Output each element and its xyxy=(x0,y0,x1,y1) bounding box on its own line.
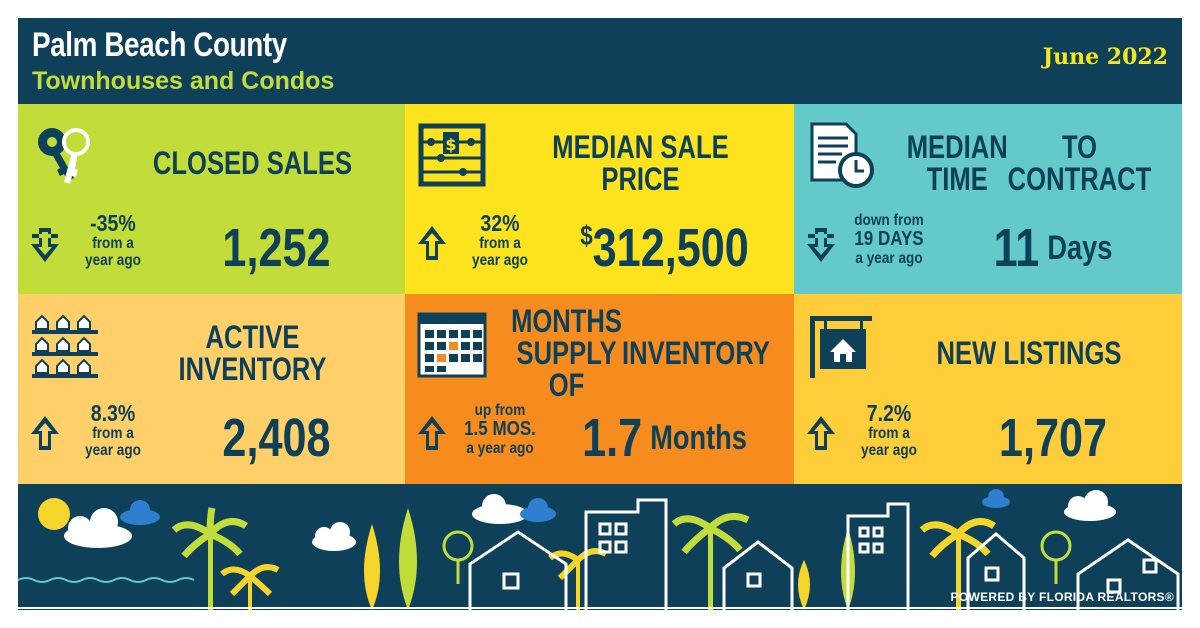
report-date: June 2022 xyxy=(1042,44,1168,70)
abacus-icon: $ xyxy=(418,123,486,187)
page-subtitle: Townhouses and Condos xyxy=(32,67,335,95)
house-icon xyxy=(1076,538,1180,610)
arrow-up-icon xyxy=(31,416,59,450)
house-icon xyxy=(722,540,794,610)
building-icon xyxy=(584,498,668,610)
palm-tree-icon xyxy=(171,507,248,610)
house-icon xyxy=(966,532,1026,610)
palm-tree-icon xyxy=(220,564,280,610)
change-text: up from 1.5 MOS. a year ago xyxy=(464,402,536,457)
sun-icon xyxy=(38,498,70,530)
change-text: -35% from a year ago xyxy=(85,210,141,270)
cloud-icon xyxy=(1064,490,1116,521)
cityscape-illustration: POWERED BY FLORIDA REALTORS® xyxy=(18,484,1182,610)
palm-tree-icon xyxy=(919,518,996,610)
tile-label: MONTHS SUPPLY OF INVENTORY xyxy=(511,303,770,403)
metric-value: 1.7 Months xyxy=(582,408,747,468)
cloud-icon xyxy=(64,508,132,548)
document-clock-icon xyxy=(810,122,874,188)
svg-text:$: $ xyxy=(445,135,456,154)
tree-icon xyxy=(1040,530,1072,584)
building-icon xyxy=(846,502,910,610)
houses-rows-icon xyxy=(32,314,98,378)
calendar-icon xyxy=(417,312,487,378)
tile-active-inventory: ACTIVE INVENTORY 8.3% from a year ago 2,… xyxy=(18,294,405,484)
tile-label: ACTIVE INVENTORY xyxy=(178,319,327,387)
tree-icon xyxy=(798,560,810,610)
currency-symbol: $ xyxy=(580,220,593,251)
tree-icon xyxy=(364,524,380,610)
metric-value: 1,252 xyxy=(222,218,331,278)
tree-icon xyxy=(442,530,474,584)
arrow-up-icon xyxy=(418,416,446,450)
cloud-icon xyxy=(472,494,528,524)
cloud-icon xyxy=(982,489,1010,508)
tile-median-sale-price: $ MEDIAN SALE PRICE 32% from a year ago … xyxy=(405,104,794,294)
cloud-icon xyxy=(120,500,160,525)
keys-icon xyxy=(38,128,90,184)
change-text: 32% from a year ago xyxy=(472,210,528,270)
change-text: 7.2% from a year ago xyxy=(861,400,917,460)
palm-tree-icon xyxy=(671,512,750,610)
page-title: Palm Beach County xyxy=(32,26,287,64)
tile-label: MEDIAN SALE PRICE xyxy=(552,129,729,197)
tile-label: CLOSED SALES xyxy=(152,145,353,181)
metric-value: 1,707 xyxy=(998,408,1108,468)
arrow-down-icon xyxy=(31,228,59,262)
arrow-up-icon xyxy=(807,416,835,450)
tile-label: MEDIAN TIME TO CONTRACT xyxy=(906,129,1152,197)
cloud-icon xyxy=(520,498,556,522)
metric-value: 11 Days xyxy=(993,218,1113,278)
metric-value: $312,500 xyxy=(580,218,749,278)
header: Palm Beach County Townhouses and Condos … xyxy=(18,18,1182,104)
tile-months-supply: MONTHS SUPPLY OF INVENTORY up from 1.5 MO… xyxy=(405,294,794,484)
tree-icon xyxy=(399,508,417,610)
powered-by-label: POWERED BY FLORIDA REALTORS® xyxy=(950,590,1174,604)
tile-closed-sales: CLOSED SALES -35% from a year ago 1,252 xyxy=(18,104,405,294)
arrow-up-icon xyxy=(418,226,446,260)
change-text: 8.3% from a year ago xyxy=(85,400,141,460)
cloud-icon xyxy=(312,522,356,551)
tile-new-listings: NEW LISTINGS 7.2% from a year ago 1,707 xyxy=(794,294,1182,484)
house-icon xyxy=(468,530,568,610)
house-sign-icon xyxy=(810,316,872,378)
change-text: down from 19 DAYS a year ago xyxy=(854,212,924,267)
metric-value: 2,408 xyxy=(222,408,331,468)
tile-label: NEW LISTINGS xyxy=(936,335,1122,371)
arrow-down-icon xyxy=(807,228,835,262)
infographic-frame: Palm Beach County Townhouses and Condos … xyxy=(18,18,1182,610)
tile-median-time-to-contract: MEDIAN TIME TO CONTRACT down from 19 DAYS… xyxy=(794,104,1182,294)
